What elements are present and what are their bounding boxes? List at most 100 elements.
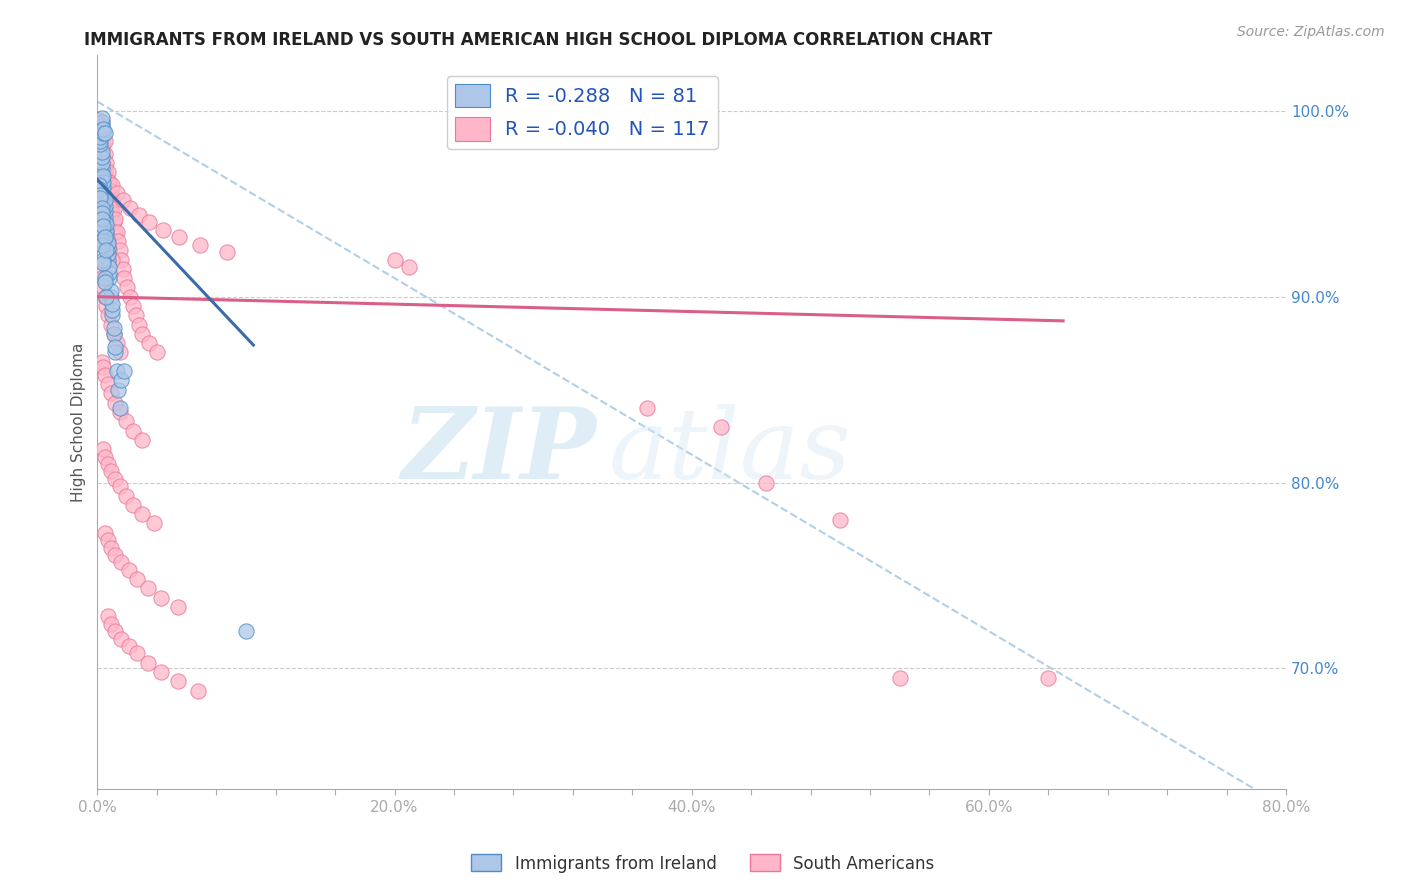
Point [889, 671, 911, 685]
Point [110, 252, 132, 267]
Point [105, 186, 128, 200]
Point [215, 245, 238, 260]
Point [117, 563, 139, 577]
Point [89, 148, 111, 162]
Point [122, 424, 145, 438]
Point [710, 419, 733, 434]
Point [150, 665, 173, 679]
Point [398, 260, 420, 274]
Point [89, 137, 111, 152]
Point [94, 134, 117, 148]
Point [89, 154, 111, 169]
Point [91, 169, 114, 183]
Point [94, 215, 117, 229]
Point [91, 252, 114, 267]
Point [138, 336, 160, 351]
Point [87, 145, 110, 159]
Point [94, 204, 117, 219]
Point [128, 208, 150, 222]
Point [188, 237, 211, 252]
Point [97, 609, 120, 624]
Point [96, 228, 118, 243]
Point [117, 639, 139, 653]
Point [90, 150, 112, 164]
Point [89, 119, 111, 133]
Point [110, 632, 132, 646]
Point [111, 193, 134, 207]
Point [101, 193, 124, 207]
Point [105, 336, 128, 351]
Point [98, 271, 121, 285]
Point [114, 414, 136, 428]
Y-axis label: High School Diploma: High School Diploma [72, 343, 86, 502]
Point [104, 548, 127, 562]
Point [90, 355, 112, 369]
Point [103, 321, 125, 335]
Point [89, 191, 111, 205]
Point [91, 442, 114, 456]
Point [100, 386, 122, 401]
Point [101, 302, 124, 317]
Point [90, 201, 112, 215]
Point [98, 266, 121, 280]
Point [96, 217, 118, 231]
Legend: R = -0.288   N = 81, R = -0.040   N = 117: R = -0.288 N = 81, R = -0.040 N = 117 [447, 76, 717, 149]
Point [96, 299, 118, 313]
Point [636, 401, 658, 416]
Point [128, 318, 150, 332]
Point [97, 377, 120, 392]
Point [125, 308, 148, 322]
Point [127, 572, 149, 586]
Point [98, 260, 121, 274]
Point [115, 280, 138, 294]
Point [101, 178, 124, 193]
Point [103, 215, 125, 229]
Point [108, 401, 131, 416]
Point [90, 196, 112, 211]
Point [127, 647, 149, 661]
Point [90, 178, 112, 193]
Point [97, 235, 120, 250]
Point [91, 280, 114, 294]
Point [235, 624, 257, 639]
Point [108, 345, 131, 359]
Point [89, 221, 111, 235]
Point [91, 196, 114, 211]
Point [90, 156, 112, 170]
Point [97, 533, 120, 548]
Point [89, 132, 111, 146]
Point [90, 237, 112, 252]
Point [89, 134, 111, 148]
Point [89, 160, 111, 174]
Point [103, 202, 125, 217]
Text: ZIP: ZIP [402, 403, 596, 500]
Point [87, 141, 110, 155]
Point [97, 252, 120, 267]
Point [166, 600, 188, 615]
Text: atlas: atlas [609, 404, 851, 500]
Point [118, 201, 141, 215]
Point [100, 196, 122, 211]
Point [97, 247, 120, 261]
Point [90, 234, 112, 248]
Point [100, 541, 122, 555]
Point [100, 290, 122, 304]
Point [101, 308, 124, 322]
Point [105, 364, 128, 378]
Point [131, 433, 153, 447]
Point [91, 137, 114, 152]
Point [112, 364, 135, 378]
Text: IMMIGRANTS FROM IRELAND VS SOUTH AMERICAN HIGH SCHOOL DIPLOMA CORRELATION CHART: IMMIGRANTS FROM IRELAND VS SOUTH AMERICA… [84, 31, 993, 49]
Point [91, 256, 114, 270]
Point [94, 275, 117, 289]
Point [87, 132, 110, 146]
Point [90, 172, 112, 186]
Point [87, 215, 110, 229]
Point [90, 206, 112, 220]
Point [152, 223, 174, 237]
Point [90, 115, 112, 129]
Point [90, 128, 112, 142]
Point [94, 450, 117, 464]
Point [108, 405, 131, 419]
Point [96, 234, 118, 248]
